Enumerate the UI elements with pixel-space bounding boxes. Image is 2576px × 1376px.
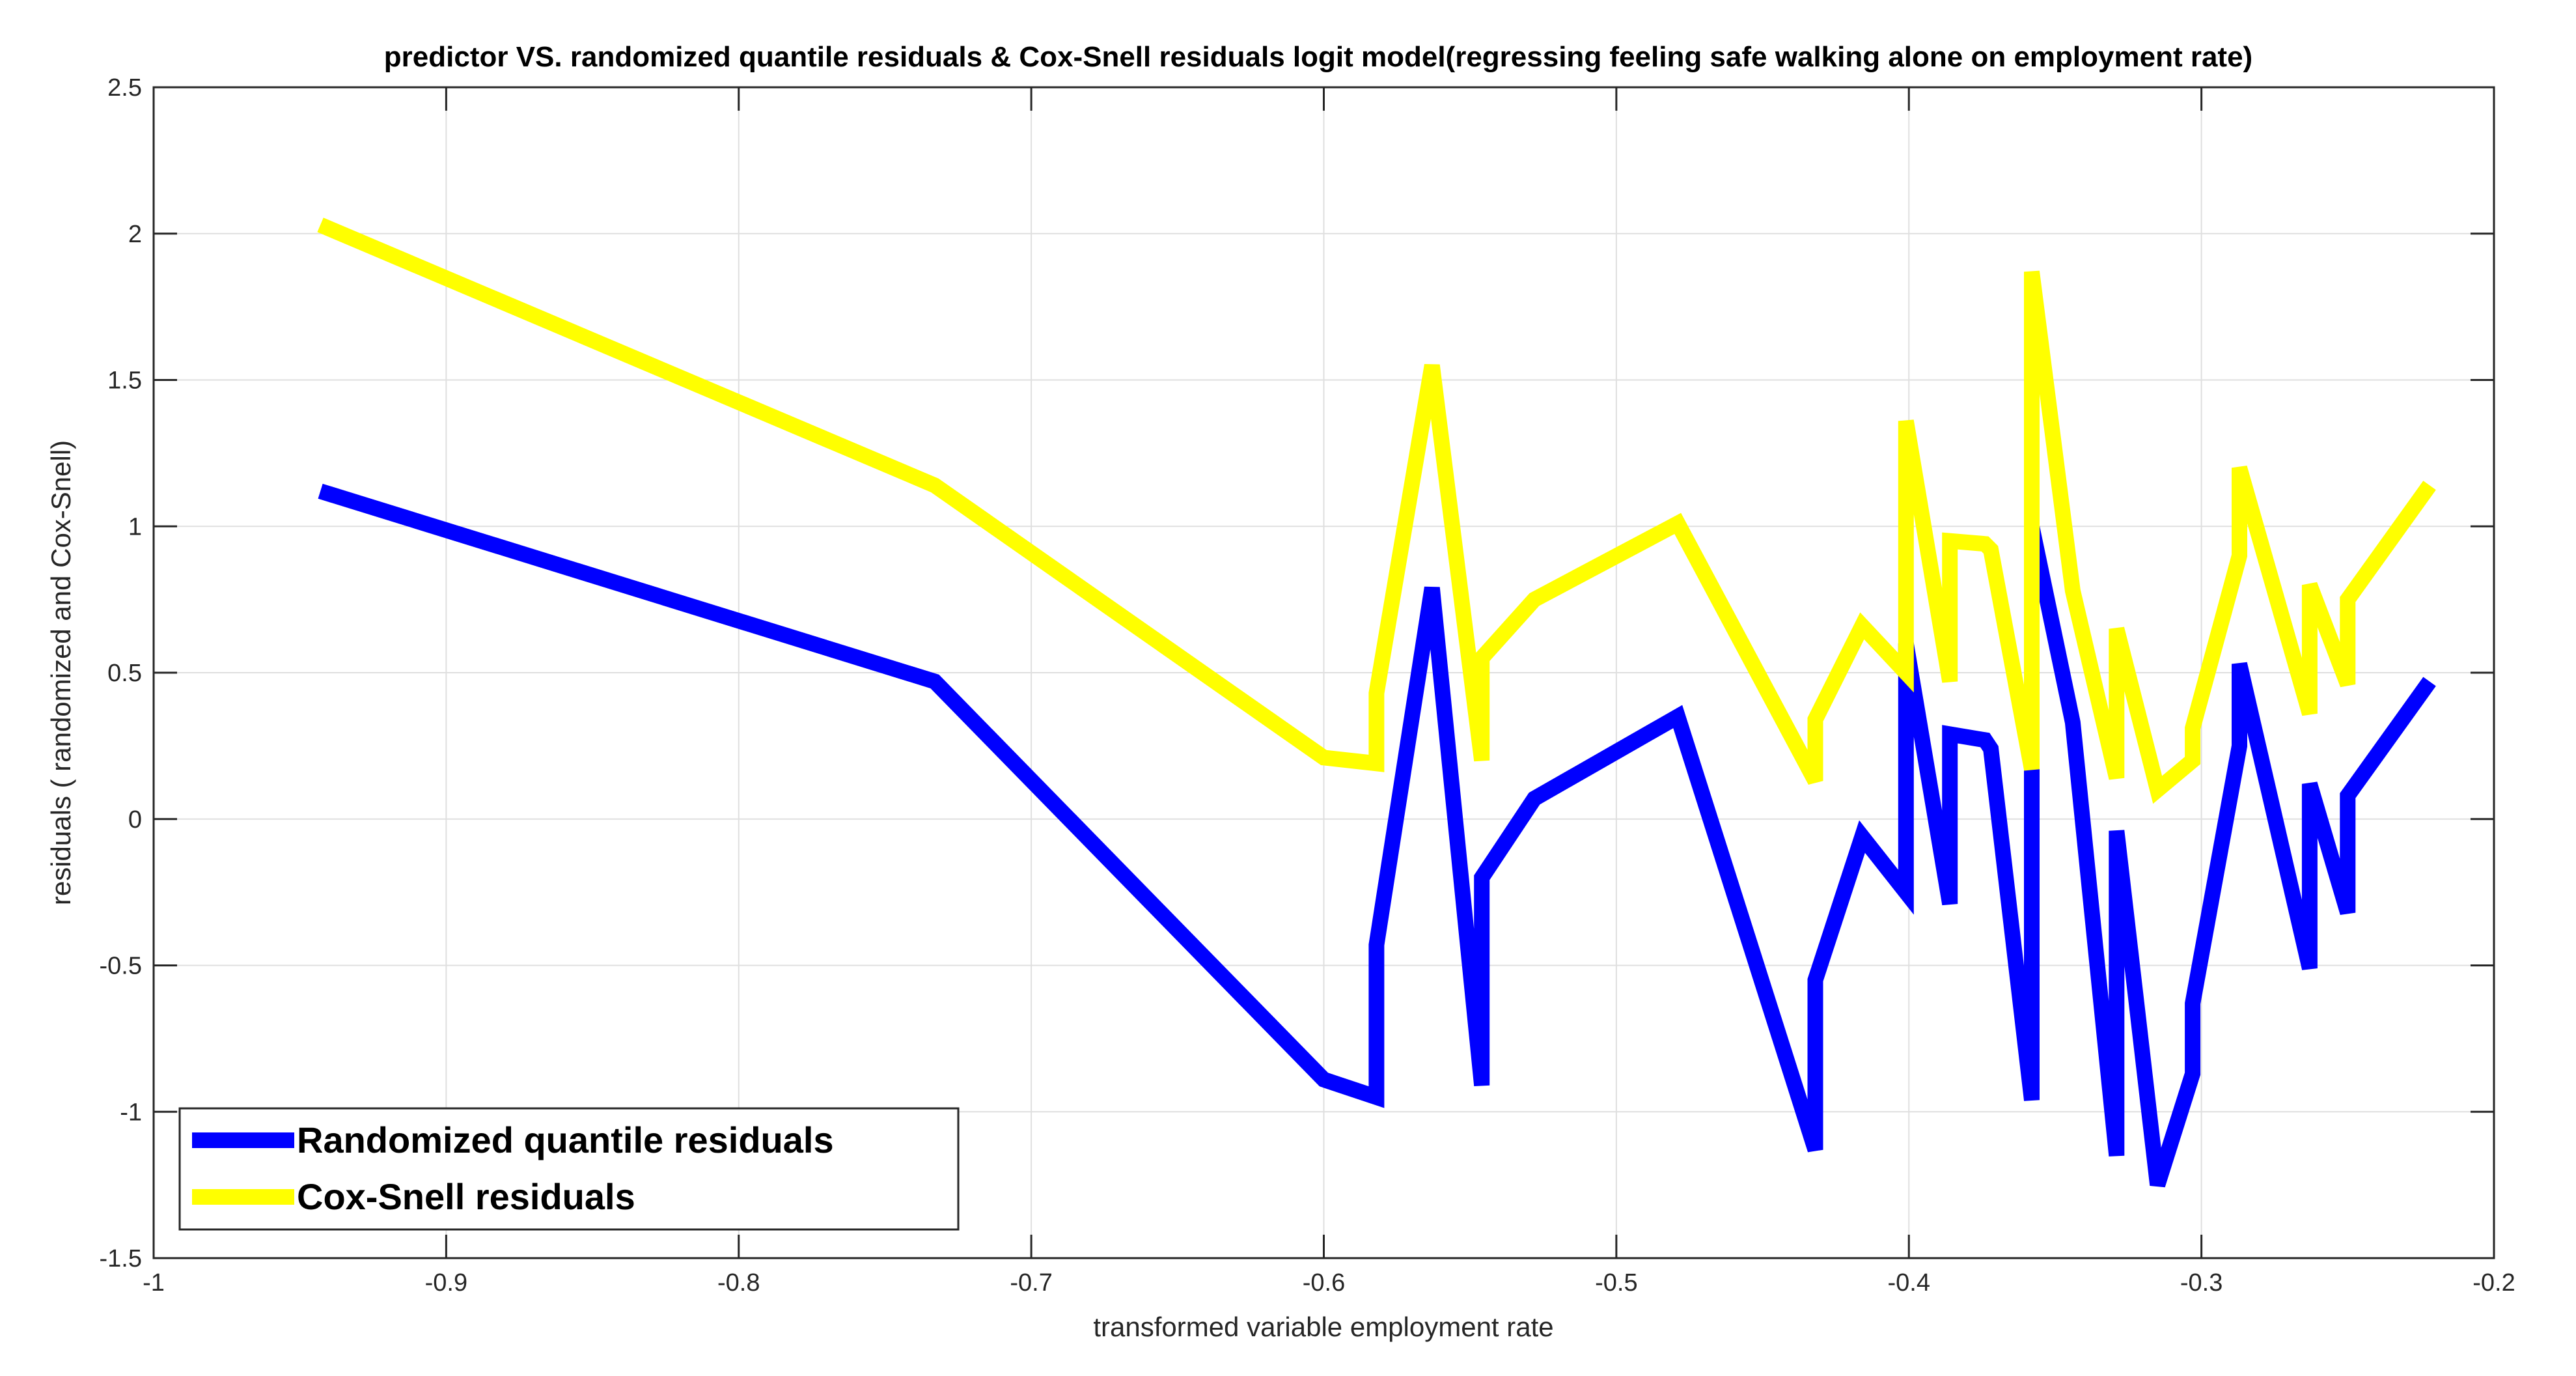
- y-axis-label: residuals ( randomized and Cox-Snell): [46, 440, 76, 905]
- y-tick-label-2: -0.5: [100, 953, 142, 980]
- x-tick-label-4: -0.6: [1303, 1269, 1345, 1297]
- x-tick-label-6: -0.4: [1888, 1269, 1930, 1297]
- chart-title: predictor VS. randomized quantile residu…: [384, 41, 2252, 73]
- y-tick-label-5: 1: [128, 513, 142, 541]
- series-layer: [317, 218, 2436, 1188]
- x-tick-label-1: -0.9: [425, 1269, 467, 1297]
- y-tick-label-3: 0: [128, 806, 142, 834]
- y-tick-label-4: 0.5: [107, 660, 142, 687]
- y-tick-label-1: -1: [120, 1099, 142, 1126]
- y-tick-label-8: 2.5: [107, 74, 142, 102]
- tick-layer: -1 -0.9 -0.8 -0.7 -0.6 -0.5 -0.4 -0.3 -0.2-1.5-1…: [100, 74, 2515, 1297]
- x-tick-label-0: -1: [143, 1269, 165, 1297]
- legend-box: [178, 1107, 960, 1231]
- x-axis-label: transformed variable employment rate: [1093, 1312, 1553, 1342]
- x-tick-label-8: -0.2: [2472, 1269, 2515, 1297]
- x-tick-label-2: -0.8: [717, 1269, 760, 1297]
- legend-label-coxsnell: Cox-Snell residuals: [297, 1176, 635, 1217]
- legend-label-randomized: Randomized quantile residuals: [297, 1119, 834, 1160]
- x-tick-label-7: -0.3: [2180, 1269, 2223, 1297]
- plot-area: -1 -0.9 -0.8 -0.7 -0.6 -0.5 -0.4 -0.3 -0.2-1.5-1…: [100, 74, 2515, 1297]
- legend: Randomized quantile residuals Cox-Snell …: [178, 1107, 960, 1231]
- x-tick-label-3: -0.7: [1010, 1269, 1052, 1297]
- y-tick-label-7: 2: [128, 221, 142, 248]
- y-tick-label-0: -1.5: [100, 1245, 142, 1272]
- series-line-0: [318, 483, 2436, 1188]
- series-line-1: [317, 218, 2436, 804]
- y-tick-label-6: 1.5: [107, 367, 142, 395]
- x-tick-label-5: -0.5: [1595, 1269, 1637, 1297]
